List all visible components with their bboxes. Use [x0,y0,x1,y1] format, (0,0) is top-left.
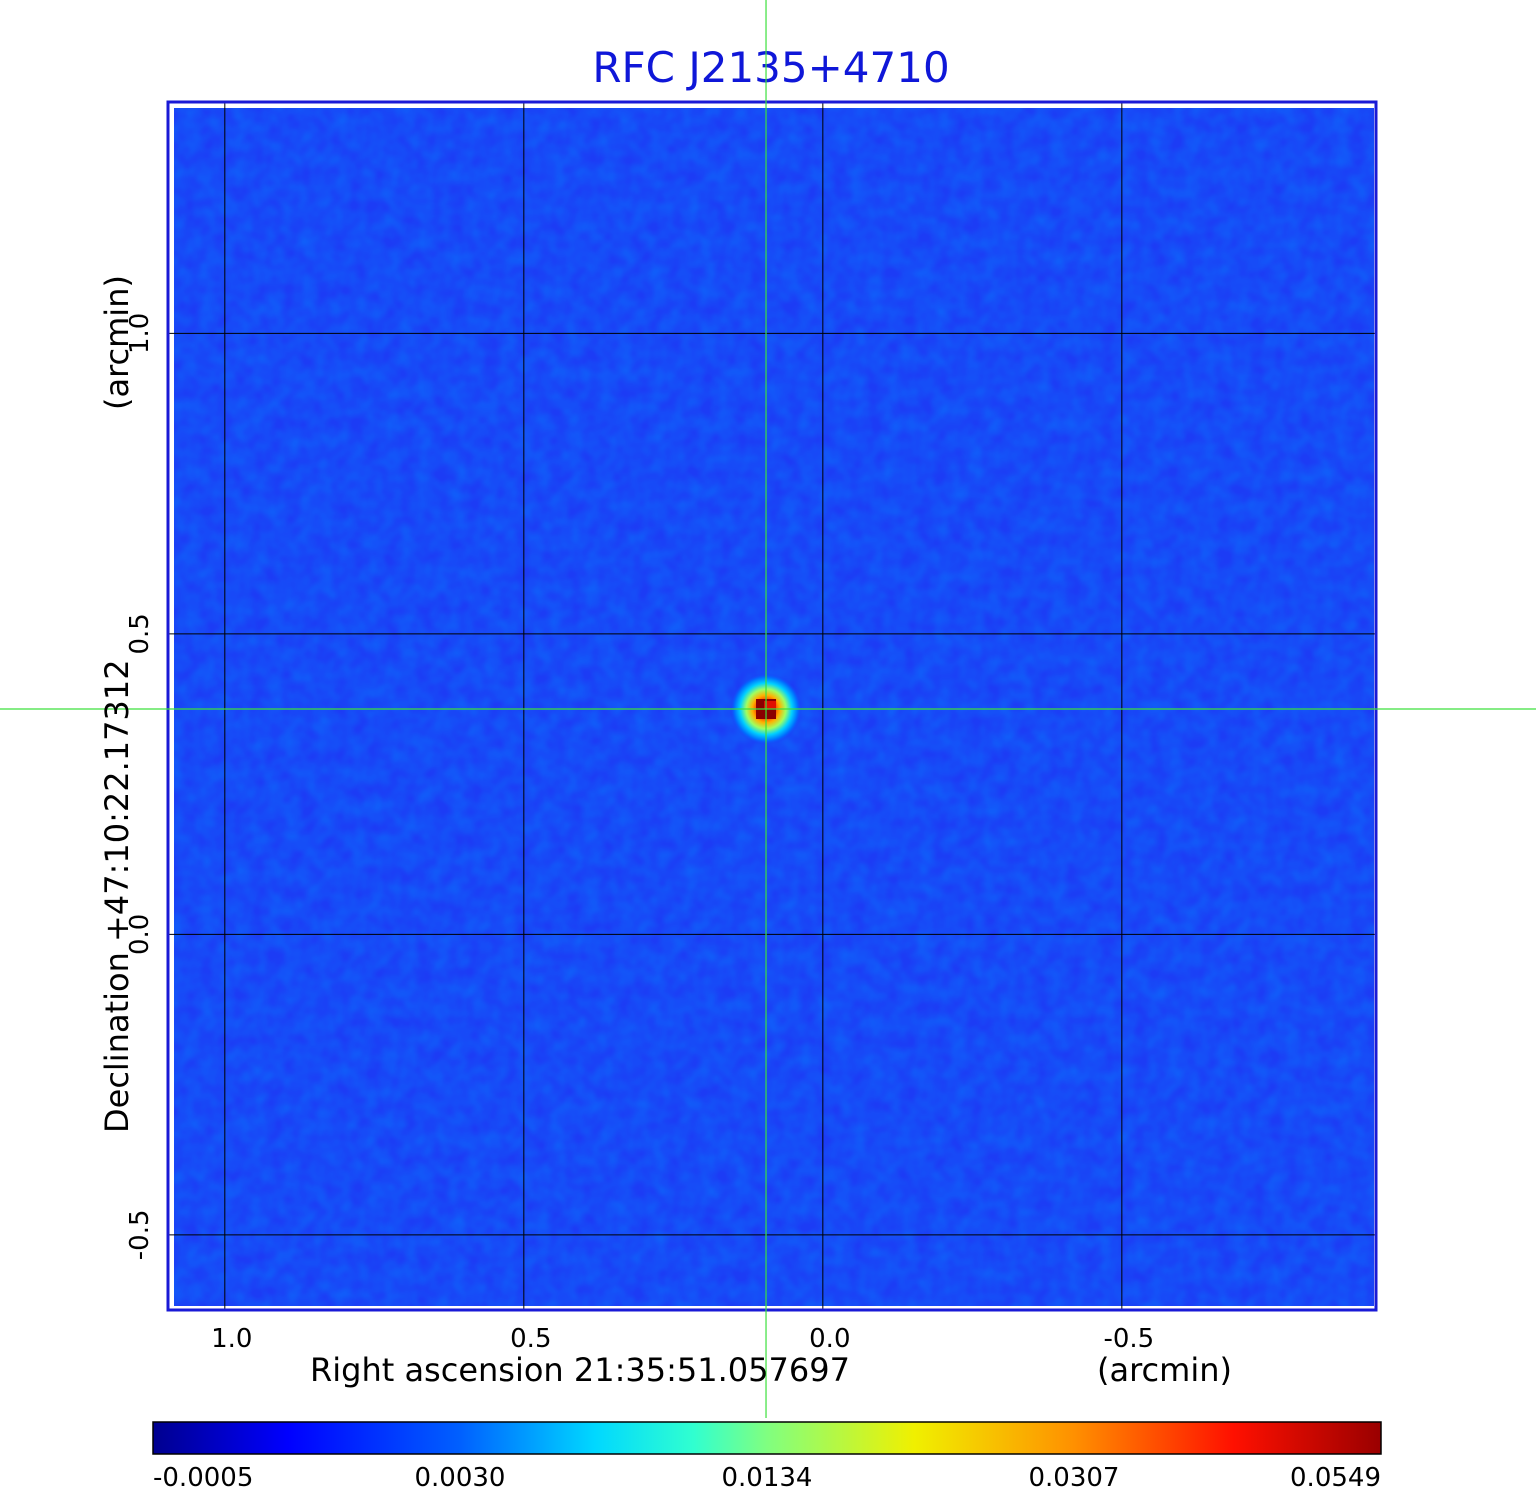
x-axis-unit-label: (arcmin) [1097,1351,1232,1389]
chart-title: RFC J2135+4710 [592,43,949,92]
y-tick-labels: 1.0 0.5 0.0 -0.5 [125,313,155,1261]
x-tick-labels: 1.0 0.5 0.0 -0.5 [211,1324,1154,1354]
y-axis-unit-label: (arcmin) [98,275,136,410]
x-axis-label: Right ascension 21:35:51.057697 [310,1351,850,1389]
y-tick-label-2: 0.0 [125,914,155,955]
y-tick-label-0: 1.0 [125,313,155,354]
colorbar: -0.0005 0.0030 0.0134 0.0307 0.0549 [152,1421,1382,1493]
grid-lines [168,102,1376,1310]
y-tick-label-3: -0.5 [125,1210,155,1261]
x-tick-label-1: 0.5 [510,1324,551,1354]
crosshair [0,0,1536,1418]
plot-frame [166,100,1378,1312]
y-axis-label: Declination +47:10:22.17312 [98,659,136,1133]
plot-area [166,100,1378,1312]
x-tick-label-2: 0.0 [809,1324,850,1354]
colorbar-tick-label-4: 0.0549 [1290,1463,1381,1493]
y-tick-label-1: 0.5 [125,613,155,654]
colorbar-tick-label-2: 0.0134 [722,1463,813,1493]
colorbar-tick-labels: -0.0005 0.0030 0.0134 0.0307 0.0549 [153,1463,1381,1493]
colorbar-tick-label-0: -0.0005 [153,1463,253,1493]
source-peak-pixel-2 [764,701,777,710]
colorbar-tick-label-1: 0.0030 [415,1463,506,1493]
x-tick-label-0: 1.0 [211,1324,252,1354]
colorbar-tick-label-3: 0.0307 [1029,1463,1120,1493]
colorbar-gradient [152,1421,1382,1455]
x-tick-label-3: -0.5 [1103,1324,1154,1354]
